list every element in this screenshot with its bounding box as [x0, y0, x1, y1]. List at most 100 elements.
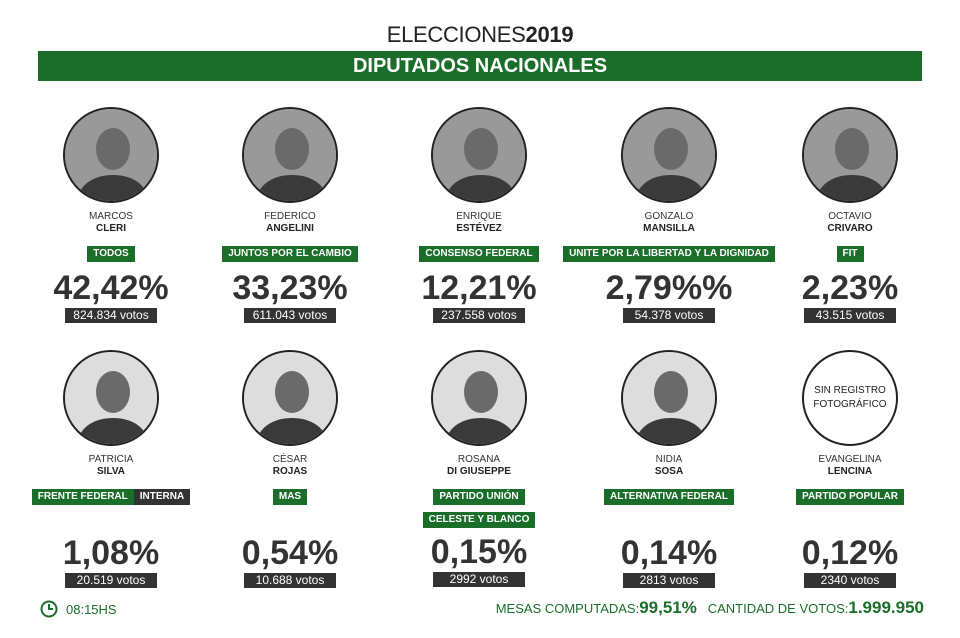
candidate-last-name: SILVA	[97, 466, 125, 477]
vote-count: 20.519 votos	[65, 573, 157, 588]
candidate-photo	[621, 350, 717, 446]
candidate-card: MARCOS CLERI TODOS 42,42% 824.834 votos	[1, 107, 221, 324]
title-year: 2019	[525, 22, 574, 47]
candidate-first-name: ENRIQUE	[456, 211, 502, 222]
vote-percentage: 0,12%	[801, 534, 899, 572]
candidate-card: NIDIA SOSA ALTERNATIVA FEDERAL 0,14% 281…	[559, 350, 779, 589]
vote-count: 2813 votos	[623, 573, 715, 588]
vote-percentage: 33,23%	[232, 269, 348, 307]
page-title: ELECCIONES2019	[0, 22, 960, 48]
person-icon	[65, 352, 157, 444]
party-tags: TODOS	[1, 243, 221, 262]
party-tag: UNITE POR LA LIBERTAD Y LA DIGNIDAD	[563, 246, 775, 262]
candidate-card: PATRICIA SILVA FRENTE FEDERAL INTERNA 1,0…	[1, 350, 221, 589]
party-tags: CONSENSO FEDERAL	[369, 243, 589, 262]
person-icon	[433, 109, 525, 201]
candidate-first-name: FEDERICO	[264, 211, 316, 222]
candidate-first-name: CÉSAR	[272, 454, 308, 465]
candidate-photo	[802, 107, 898, 203]
party-tags: ALTERNATIVA FEDERAL	[559, 486, 779, 505]
person-icon	[623, 109, 715, 201]
candidate-card: GONZALO MANSILLA UNITE POR LA LIBERTAD Y…	[559, 107, 779, 324]
candidate-first-name: OCTAVIO	[828, 211, 872, 222]
category-banner: DIPUTADOS NACIONALES	[38, 51, 922, 81]
person-icon	[65, 109, 157, 201]
party-tag: PARTIDO POPULAR	[796, 489, 904, 505]
mesas-value: 99,51%	[639, 598, 697, 617]
candidate-card: SIN REGISTRO FOTOGRÁFICO EVANGELINA LENCI…	[740, 350, 960, 589]
vote-percentage: 0,14%	[620, 534, 718, 572]
person-icon	[804, 109, 896, 201]
party-tag: CELESTE Y BLANCO	[422, 512, 536, 528]
party-tags: PARTIDO POPULAR	[740, 486, 960, 505]
candidate-photo	[63, 350, 159, 446]
candidate-card: ENRIQUE ESTÉVEZ CONSENSO FEDERAL 12,21% …	[369, 107, 589, 324]
party-tags: FIT	[740, 243, 960, 262]
vote-count: 43.515 votos	[804, 308, 896, 323]
party-tags: PARTIDO UNIÓN CELESTE Y BLANCO	[369, 486, 589, 528]
vote-percentage: 1,08%	[62, 534, 160, 572]
update-time: 08:15HS	[40, 600, 117, 618]
party-tags: JUNTOS POR EL CAMBIO	[180, 243, 400, 262]
candidate-photo	[621, 107, 717, 203]
vote-count: 10.688 votos	[244, 573, 336, 588]
person-icon	[244, 109, 336, 201]
candidate-first-name: ROSANA	[457, 454, 501, 465]
no-photo-placeholder: SIN REGISTRO FOTOGRÁFICO	[802, 350, 898, 446]
party-tag: FRENTE FEDERAL	[31, 489, 134, 505]
candidate-photo	[431, 107, 527, 203]
candidate-first-name: PATRICIA	[88, 454, 134, 465]
party-tag: MAS	[272, 489, 308, 505]
summary: MESAS COMPUTADAS:99,51% CANTIDAD DE VOTO…	[496, 598, 924, 618]
time-label: 08:15HS	[66, 601, 117, 617]
party-tags: MAS	[180, 486, 400, 505]
vote-count: 611.043 votos	[244, 308, 336, 323]
candidate-last-name: CRIVARO	[827, 223, 873, 234]
vote-count: 237.558 votos	[433, 308, 525, 323]
party-tags: UNITE POR LA LIBERTAD Y LA DIGNIDAD	[559, 243, 779, 262]
person-icon	[244, 352, 336, 444]
party-tag: INTERNA	[133, 489, 191, 505]
vote-count: 824.834 votos	[65, 308, 157, 323]
no-photo-text: SIN REGISTRO FOTOGRÁFICO	[813, 385, 887, 410]
person-icon	[623, 352, 715, 444]
vote-percentage: 2,23%	[801, 269, 899, 307]
candidate-first-name: NIDIA	[655, 454, 683, 465]
candidate-card: OCTAVIO CRIVARO FIT 2,23% 43.515 votos	[740, 107, 960, 324]
mesas-label: MESAS COMPUTADAS:	[495, 601, 640, 616]
candidate-first-name: EVANGELINA	[818, 454, 882, 465]
candidate-photo	[431, 350, 527, 446]
vote-percentage: 12,21%	[421, 269, 537, 307]
party-tag: PARTIDO UNIÓN	[433, 489, 525, 505]
candidate-last-name: DI GIUSEPPE	[447, 466, 511, 477]
candidate-photo	[242, 350, 338, 446]
candidate-card: ROSANA DI GIUSEPPE PARTIDO UNIÓN CELESTE …	[369, 350, 589, 588]
votos-value: 1.999.950	[848, 598, 924, 617]
candidate-last-name: CLERI	[96, 223, 126, 234]
candidate-photo	[63, 107, 159, 203]
vote-percentage: 42,42%	[53, 269, 169, 307]
candidate-last-name: ESTÉVEZ	[456, 223, 502, 234]
candidate-last-name: LENCINA	[827, 466, 873, 477]
candidate-card: FEDERICO ANGELINI JUNTOS POR EL CAMBIO 3…	[180, 107, 400, 324]
votos-label: CANTIDAD DE VOTOS:	[707, 601, 849, 616]
party-tag: ALTERNATIVA FEDERAL	[604, 489, 734, 505]
party-tag: TODOS	[87, 246, 135, 262]
party-tag: FIT	[836, 246, 864, 262]
candidate-first-name: MARCOS	[89, 211, 133, 222]
candidate-last-name: ANGELINI	[266, 223, 314, 234]
vote-percentage: 0,54%	[241, 534, 339, 572]
party-tag: CONSENSO FEDERAL	[419, 246, 539, 262]
candidate-last-name: SOSA	[654, 466, 684, 477]
candidate-last-name: MANSILLA	[643, 223, 695, 234]
candidate-photo	[242, 107, 338, 203]
clock-icon	[40, 600, 58, 618]
vote-percentage: 2,79%%	[605, 269, 733, 307]
vote-count: 54.378 votos	[623, 308, 715, 323]
vote-count: 2340 votos	[804, 573, 896, 588]
candidate-card: CÉSAR ROJAS MAS 0,54% 10.688 votos	[180, 350, 400, 589]
vote-percentage: 0,15%	[430, 533, 528, 571]
person-icon	[433, 352, 525, 444]
candidate-first-name: GONZALO	[644, 211, 694, 222]
party-tags: FRENTE FEDERAL INTERNA	[1, 486, 221, 505]
